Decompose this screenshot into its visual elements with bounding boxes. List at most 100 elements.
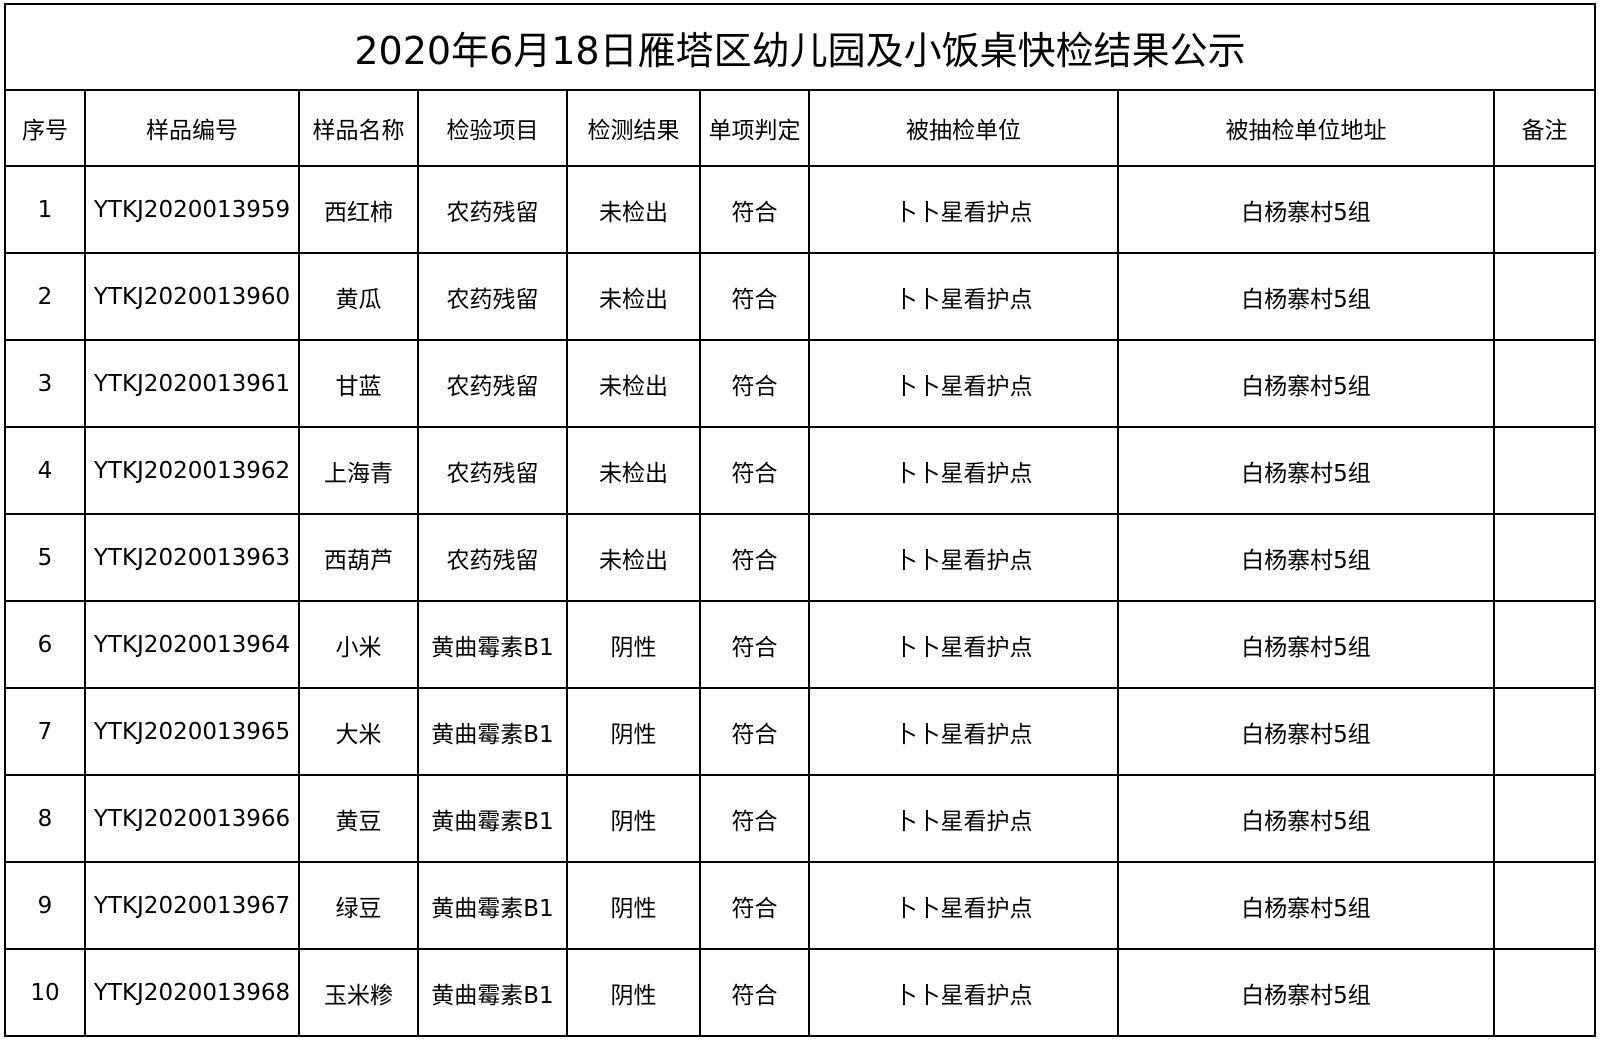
table-cell: 阴性 bbox=[566, 861, 701, 950]
table-row: 7 YTKJ2020013965 大米 黄曲霉素B1 阴性 符合 卜卜星看护点 白杨寨村5组 bbox=[4, 687, 1596, 776]
table-cell: 阴性 bbox=[566, 774, 701, 863]
table-cell: 符合 bbox=[699, 165, 810, 254]
table-cell: 卜卜星看护点 bbox=[808, 513, 1119, 602]
empty-cell bbox=[1493, 774, 1596, 863]
table-cell: YTKJ2020013964 bbox=[84, 600, 300, 689]
table-cell: YTKJ2020013968 bbox=[84, 948, 300, 1037]
table-cell: YTKJ2020013961 bbox=[84, 339, 300, 428]
table-cell: 卜卜星看护点 bbox=[808, 687, 1119, 776]
table-row: 5 YTKJ2020013963 西葫芦 农药残留 未检出 符合 卜卜星看护点 白杨寨村5组 bbox=[4, 513, 1596, 602]
header-cell: 样品名称 bbox=[298, 89, 419, 167]
table-cell: 农药残留 bbox=[417, 339, 568, 428]
table-cell: 1 bbox=[4, 165, 86, 254]
table-cell: 黄曲霉素B1 bbox=[417, 600, 568, 689]
table-cell: 黄曲霉素B1 bbox=[417, 774, 568, 863]
table-cell: 白杨寨村5组 bbox=[1117, 600, 1495, 689]
header-cell: 被抽检单位地址 bbox=[1117, 89, 1495, 167]
table-cell: 西红柿 bbox=[298, 165, 419, 254]
table-cell: 西葫芦 bbox=[298, 513, 419, 602]
table-row: 6 YTKJ2020013964 小米 黄曲霉素B1 阴性 符合 卜卜星看护点 白杨寨村5组 bbox=[4, 600, 1596, 689]
table-cell: 卜卜星看护点 bbox=[808, 426, 1119, 515]
table-cell: 卜卜星看护点 bbox=[808, 165, 1119, 254]
table-cell: 2 bbox=[4, 252, 86, 341]
table-cell: 甘蓝 bbox=[298, 339, 419, 428]
header-cell: 检验项目 bbox=[417, 89, 568, 167]
table-title: 2020年6月18日雁塔区幼儿园及小饭桌快检结果公示 bbox=[4, 3, 1596, 91]
table-cell: 4 bbox=[4, 426, 86, 515]
table-cell: 未检出 bbox=[566, 426, 701, 515]
empty-cell bbox=[1493, 600, 1596, 689]
table-cell: 农药残留 bbox=[417, 165, 568, 254]
table-cell: 黄曲霉素B1 bbox=[417, 687, 568, 776]
table-row: 8 YTKJ2020013966 黄豆 黄曲霉素B1 阴性 符合 卜卜星看护点 白杨寨村5组 bbox=[4, 774, 1596, 863]
table-cell: 5 bbox=[4, 513, 86, 602]
table-cell: 黄曲霉素B1 bbox=[417, 861, 568, 950]
table-cell: 符合 bbox=[699, 426, 810, 515]
table-cell: 黄曲霉素B1 bbox=[417, 948, 568, 1037]
table-cell: 符合 bbox=[699, 252, 810, 341]
table-row: 1 YTKJ2020013959 西红柿 农药残留 未检出 符合 卜卜星看护点 白杨寨村5组 bbox=[4, 165, 1596, 254]
table-cell: 未检出 bbox=[566, 339, 701, 428]
table-cell: 农药残留 bbox=[417, 513, 568, 602]
table-body: 1 YTKJ2020013959 西红柿 农药残留 未检出 符合 卜卜星看护点 白杨寨村5组 2… bbox=[4, 165, 1596, 1037]
header-cell: 检测结果 bbox=[566, 89, 701, 167]
table-cell: 阴性 bbox=[566, 687, 701, 776]
empty-cell bbox=[1493, 165, 1596, 254]
table-cell: 3 bbox=[4, 339, 86, 428]
table-cell: 8 bbox=[4, 774, 86, 863]
table-cell: 符合 bbox=[699, 339, 810, 428]
table-cell: YTKJ2020013962 bbox=[84, 426, 300, 515]
table-cell: 7 bbox=[4, 687, 86, 776]
table-cell: 白杨寨村5组 bbox=[1117, 948, 1495, 1037]
header-cell: 单项判定 bbox=[699, 89, 810, 167]
empty-cell bbox=[1493, 339, 1596, 428]
header-cell: 样品编号 bbox=[84, 89, 300, 167]
table-cell: 白杨寨村5组 bbox=[1117, 252, 1495, 341]
empty-cell bbox=[1493, 252, 1596, 341]
table-cell: 阴性 bbox=[566, 948, 701, 1037]
table-cell: 黄豆 bbox=[298, 774, 419, 863]
table-cell: 10 bbox=[4, 948, 86, 1037]
table-row: 10 YTKJ2020013968 玉米糁 黄曲霉素B1 阴性 符合 卜卜星看护点 白杨寨村5… bbox=[4, 948, 1596, 1037]
table-cell: 卜卜星看护点 bbox=[808, 252, 1119, 341]
table-cell: 符合 bbox=[699, 774, 810, 863]
table-row: 4 YTKJ2020013962 上海青 农药残留 未检出 符合 卜卜星看护点 白杨寨村5组 bbox=[4, 426, 1596, 515]
empty-cell bbox=[1493, 861, 1596, 950]
empty-cell bbox=[1493, 426, 1596, 515]
table-cell: 白杨寨村5组 bbox=[1117, 861, 1495, 950]
table-cell: 卜卜星看护点 bbox=[808, 774, 1119, 863]
table-row: 2 YTKJ2020013960 黄瓜 农药残留 未检出 符合 卜卜星看护点 白杨寨村5组 bbox=[4, 252, 1596, 341]
table-cell: 小米 bbox=[298, 600, 419, 689]
empty-cell bbox=[1493, 948, 1596, 1037]
table-cell: 符合 bbox=[699, 600, 810, 689]
table-cell: 绿豆 bbox=[298, 861, 419, 950]
table-cell: 农药残留 bbox=[417, 426, 568, 515]
table-cell: YTKJ2020013965 bbox=[84, 687, 300, 776]
table-cell: 白杨寨村5组 bbox=[1117, 165, 1495, 254]
table-cell: 符合 bbox=[699, 861, 810, 950]
table-cell: 白杨寨村5组 bbox=[1117, 513, 1495, 602]
table-cell: 卜卜星看护点 bbox=[808, 600, 1119, 689]
table-cell: 卜卜星看护点 bbox=[808, 861, 1119, 950]
table-cell: 白杨寨村5组 bbox=[1117, 687, 1495, 776]
table-cell: 6 bbox=[4, 600, 86, 689]
table-row: 3 YTKJ2020013961 甘蓝 农药残留 未检出 符合 卜卜星看护点 白杨寨村5组 bbox=[4, 339, 1596, 428]
table-cell: 黄瓜 bbox=[298, 252, 419, 341]
table-cell: 卜卜星看护点 bbox=[808, 339, 1119, 428]
table-row: 9 YTKJ2020013967 绿豆 黄曲霉素B1 阴性 符合 卜卜星看护点 白杨寨村5组 bbox=[4, 861, 1596, 950]
table-cell: 农药残留 bbox=[417, 252, 568, 341]
table-cell: 玉米糁 bbox=[298, 948, 419, 1037]
table-cell: 大米 bbox=[298, 687, 419, 776]
results-table: 2020年6月18日雁塔区幼儿园及小饭桌快检结果公示 序号 样品编号 样品名称 检验项… bbox=[4, 3, 1596, 1037]
header-cell: 备注 bbox=[1493, 89, 1596, 167]
table-cell: YTKJ2020013967 bbox=[84, 861, 300, 950]
header-row: 序号 样品编号 样品名称 检验项目 检测结果 单项判定 被抽检单位 被抽检单位地址 备注 bbox=[4, 89, 1596, 167]
header-cell: 序号 bbox=[4, 89, 86, 167]
table-cell: YTKJ2020013960 bbox=[84, 252, 300, 341]
table-cell: 未检出 bbox=[566, 165, 701, 254]
table-cell: 符合 bbox=[699, 687, 810, 776]
table-cell: 9 bbox=[4, 861, 86, 950]
table-cell: YTKJ2020013959 bbox=[84, 165, 300, 254]
table-cell: YTKJ2020013966 bbox=[84, 774, 300, 863]
table-cell: 符合 bbox=[699, 948, 810, 1037]
